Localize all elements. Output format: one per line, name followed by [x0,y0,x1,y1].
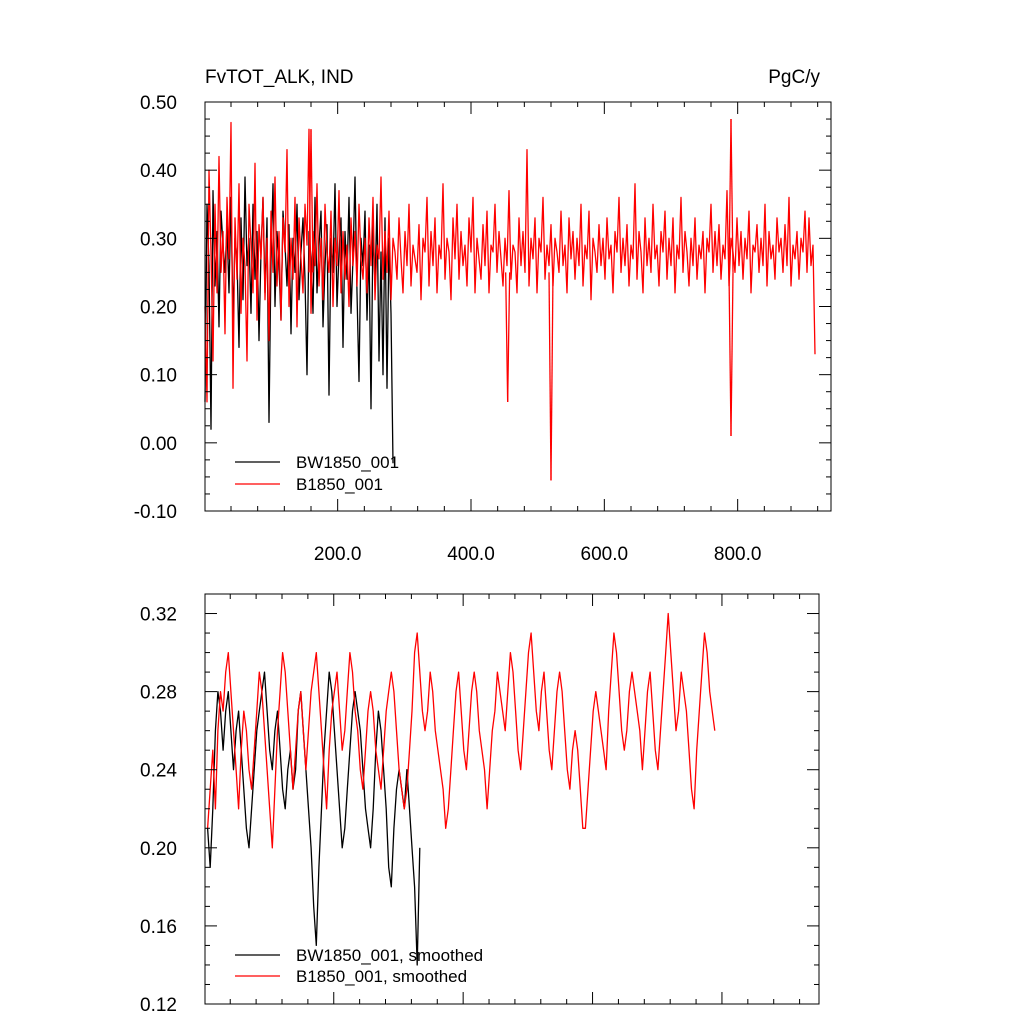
top-chart-ticks: 200.0 400.0 600.0 800.0 -0.10 0.00 0.10 0.20 0.3… [134,93,831,565]
y-tick-label: 0.28 [140,683,177,704]
x-tick-label: 600.0 [581,544,629,565]
legend-label: B1850_001 [296,475,383,494]
bottom-chart-legend: BW1850_001, smoothed B1850_001, smoothed [235,946,483,986]
y-tick-label: 0.30 [140,229,177,250]
y-tick-label: 0.40 [140,161,177,182]
spike-segment [308,129,312,273]
spike-segment [505,272,509,402]
bottom-chart-ticks: 0.12 0.16 0.20 0.24 0.28 0.32 [140,594,819,1016]
y-tick-label: 0.12 [140,995,177,1016]
y-tick-label: 0.10 [140,366,177,387]
top-chart-panel: 200.0 400.0 600.0 800.0 -0.10 0.00 0.10 0.20 0.3… [134,67,832,565]
bottom-series-bw1850-line [206,671,421,966]
spike-segment [730,272,734,437]
y-tick-label: 0.50 [140,93,177,114]
y-tick-label: 0.32 [140,605,177,626]
spike-segment [728,119,732,273]
y-tick-label: 0.00 [140,434,177,455]
y-tick-label: 0.20 [140,839,177,860]
top-chart-legend: BW1850_001 B1850_001 [235,453,399,494]
top-chart-series [204,119,816,481]
bottom-chart-series [206,612,716,966]
x-tick-label: 800.0 [714,544,762,565]
bottom-series-b1850-line [206,612,716,849]
x-tick-label: 400.0 [447,544,495,565]
y-tick-label: 0.20 [140,298,177,319]
legend-label: BW1850_001, smoothed [296,946,483,965]
spike-segment [548,272,552,481]
y-tick-label: -0.10 [134,502,177,523]
spike-segment [507,272,511,402]
legend-label: B1850_001, smoothed [296,967,467,986]
y-tick-label: 0.24 [140,761,177,782]
top-series-b1850-line [204,121,816,403]
x-tick-label: 200.0 [314,544,362,565]
spike-segment [310,129,314,273]
spike-segment [550,272,554,481]
top-chart-units: PgC/y [768,67,820,88]
bottom-chart-frame [204,593,820,1005]
legend-label: BW1850_001 [296,453,399,472]
bottom-chart-panel: 0.12 0.16 0.20 0.24 0.28 0.32 BW1850_001, smo… [140,593,820,1016]
top-chart-title: FvTOT_ALK, IND [205,67,354,88]
spike-segment [730,119,734,273]
y-tick-label: 0.16 [140,917,177,938]
spike-segment [728,272,732,437]
